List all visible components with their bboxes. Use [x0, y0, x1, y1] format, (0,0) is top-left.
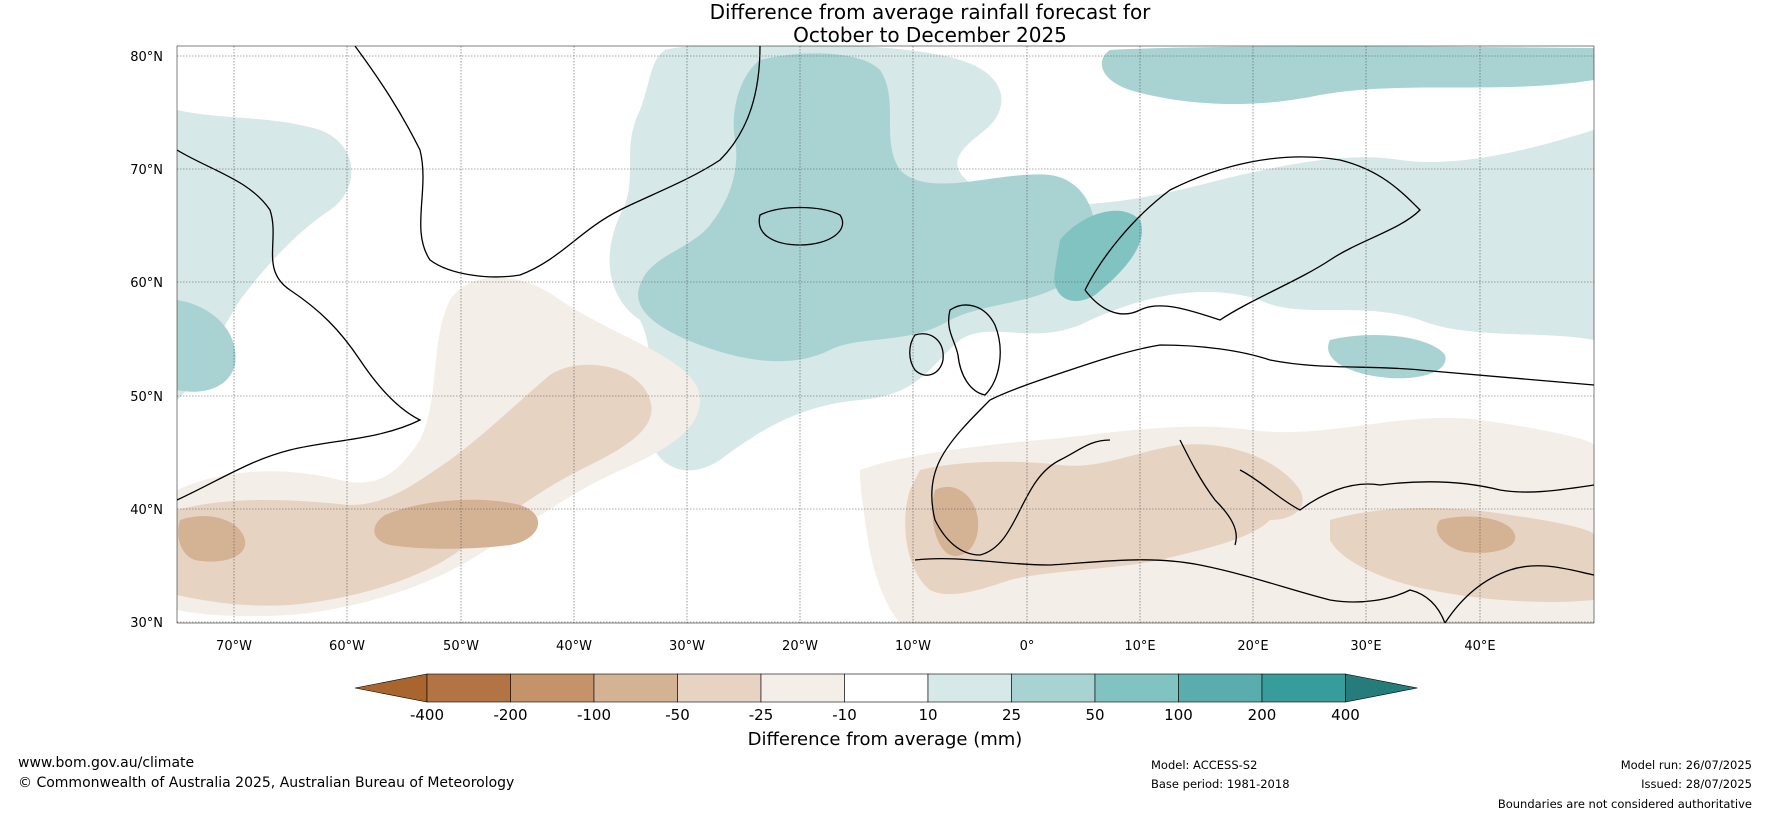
website-text: www.bom.gov.au/climate: [18, 755, 195, 771]
coastline-balkans-turkey: [1239, 469, 1594, 511]
dry-region-iberia-core: [932, 486, 979, 556]
coastline-iceland: [758, 206, 844, 246]
colorbar-tick-label: 400: [1331, 706, 1360, 724]
colorbar-tick-label: -50: [665, 706, 690, 724]
map-title-line-2: October to December 2025: [793, 23, 1067, 47]
coastline-north-africa: [914, 557, 1446, 623]
colorbar-segment: [1011, 673, 1096, 703]
map-frame: [176, 45, 1595, 624]
colorbar-tick-label: 50: [1085, 706, 1104, 724]
coastline-middle-east: [1444, 565, 1594, 623]
colorbar-segment: [677, 673, 762, 703]
colorbar: [354, 673, 1418, 703]
disclaimer-text: Boundaries are not considered authoritat…: [1497, 797, 1752, 811]
colorbar-tick-label: 200: [1248, 706, 1277, 724]
coastline-italy: [1179, 439, 1237, 546]
colorbar-tick-label: 10: [918, 706, 937, 724]
colorbar-segment: [927, 673, 1012, 703]
colorbar-tick-label: -400: [410, 706, 444, 724]
colorbar-tick-label: -10: [832, 706, 857, 724]
lon-label: 0°: [1020, 639, 1035, 654]
colorbar-segment: [510, 673, 595, 703]
lon-label: 40°W: [556, 639, 592, 654]
colorbar-tick-labels: -400 -200 -100 -50 -25 -10 10 25 50 100 200 400: [410, 706, 1360, 724]
colorbar-segment: [1178, 673, 1263, 703]
lat-label: 80°N: [130, 50, 163, 65]
issued-text: Issued: 28/07/2025: [1641, 777, 1752, 791]
lat-label: 70°N: [130, 163, 163, 178]
lat-label: 30°N: [130, 616, 163, 631]
colorbar-extend-min: [354, 673, 428, 703]
anomaly-shading: [177, 46, 1594, 623]
lon-label: 60°W: [329, 639, 365, 654]
lon-label: 10°W: [895, 639, 931, 654]
dry-region-west-atlantic-core-2: [374, 499, 539, 549]
colorbar-segment: [844, 673, 929, 703]
colorbar-segment: [426, 673, 511, 703]
lon-label: 30°W: [669, 639, 705, 654]
colorbar-segment: [1261, 673, 1346, 703]
wet-region-norwegian-sea: [1054, 210, 1142, 301]
model-text: Model: ACCESS-S2: [1151, 758, 1258, 772]
lat-label: 50°N: [130, 390, 163, 405]
colorbar-tick-label: -200: [493, 706, 527, 724]
map-title-line-1: Difference from average rainfall forecas…: [709, 0, 1151, 24]
graticule: [177, 46, 1594, 623]
coastline-ireland: [909, 333, 944, 376]
colorbar-tick-label: 25: [1002, 706, 1021, 724]
longitude-labels: 70°W 60°W 50°W 40°W 30°W 20°W 10°W 0° 10°E 20°E 30…: [216, 639, 1496, 654]
coastline-labrador: [177, 149, 422, 501]
coastline-iberia: [931, 399, 1111, 556]
lon-label: 70°W: [216, 639, 252, 654]
lon-label: 10°E: [1124, 639, 1155, 654]
map-plot-area: [176, 45, 1595, 624]
coastline-british-isles: [948, 304, 1001, 396]
lon-label: 50°W: [443, 639, 479, 654]
wet-region-labrador-mid: [177, 300, 236, 392]
copyright-text: © Commonwealth of Australia 2025, Austra…: [18, 775, 515, 791]
wet-region-arctic-northeast: [1101, 46, 1594, 105]
model-run-text: Model run: 26/07/2025: [1620, 758, 1752, 772]
lat-label: 40°N: [130, 503, 163, 518]
dry-region-turkey-middle-east: [1330, 508, 1594, 602]
wet-region-north-atlantic-mid: [638, 53, 1095, 362]
dry-region-middle-east-core: [1436, 516, 1516, 553]
base-period-text: Base period: 1981-2018: [1151, 777, 1290, 791]
colorbar-tick-label: 100: [1164, 706, 1193, 724]
dry-region-west-atlantic-core: [178, 516, 246, 562]
latitude-labels: 80°N 70°N 60°N 50°N 40°N 30°N: [130, 50, 163, 631]
colorbar-tick-label: -25: [749, 706, 774, 724]
colorbar-extend-max: [1345, 673, 1418, 703]
lat-label: 60°N: [130, 276, 163, 291]
colorbar-segment: [593, 673, 678, 703]
lon-label: 20°W: [782, 639, 818, 654]
colorbar-tick-label: -100: [577, 706, 611, 724]
lon-label: 20°E: [1237, 639, 1268, 654]
coastline-greenland: [354, 46, 761, 278]
dry-region-west-atlantic-mid: [177, 364, 652, 606]
colorbar-segment: [760, 673, 845, 703]
lon-label: 30°E: [1350, 639, 1381, 654]
colorbar-label: Difference from average (mm): [748, 729, 1023, 750]
coastline-scandinavia: [1084, 156, 1421, 321]
lon-label: 40°E: [1464, 639, 1495, 654]
colorbar-segment: [1094, 673, 1179, 703]
